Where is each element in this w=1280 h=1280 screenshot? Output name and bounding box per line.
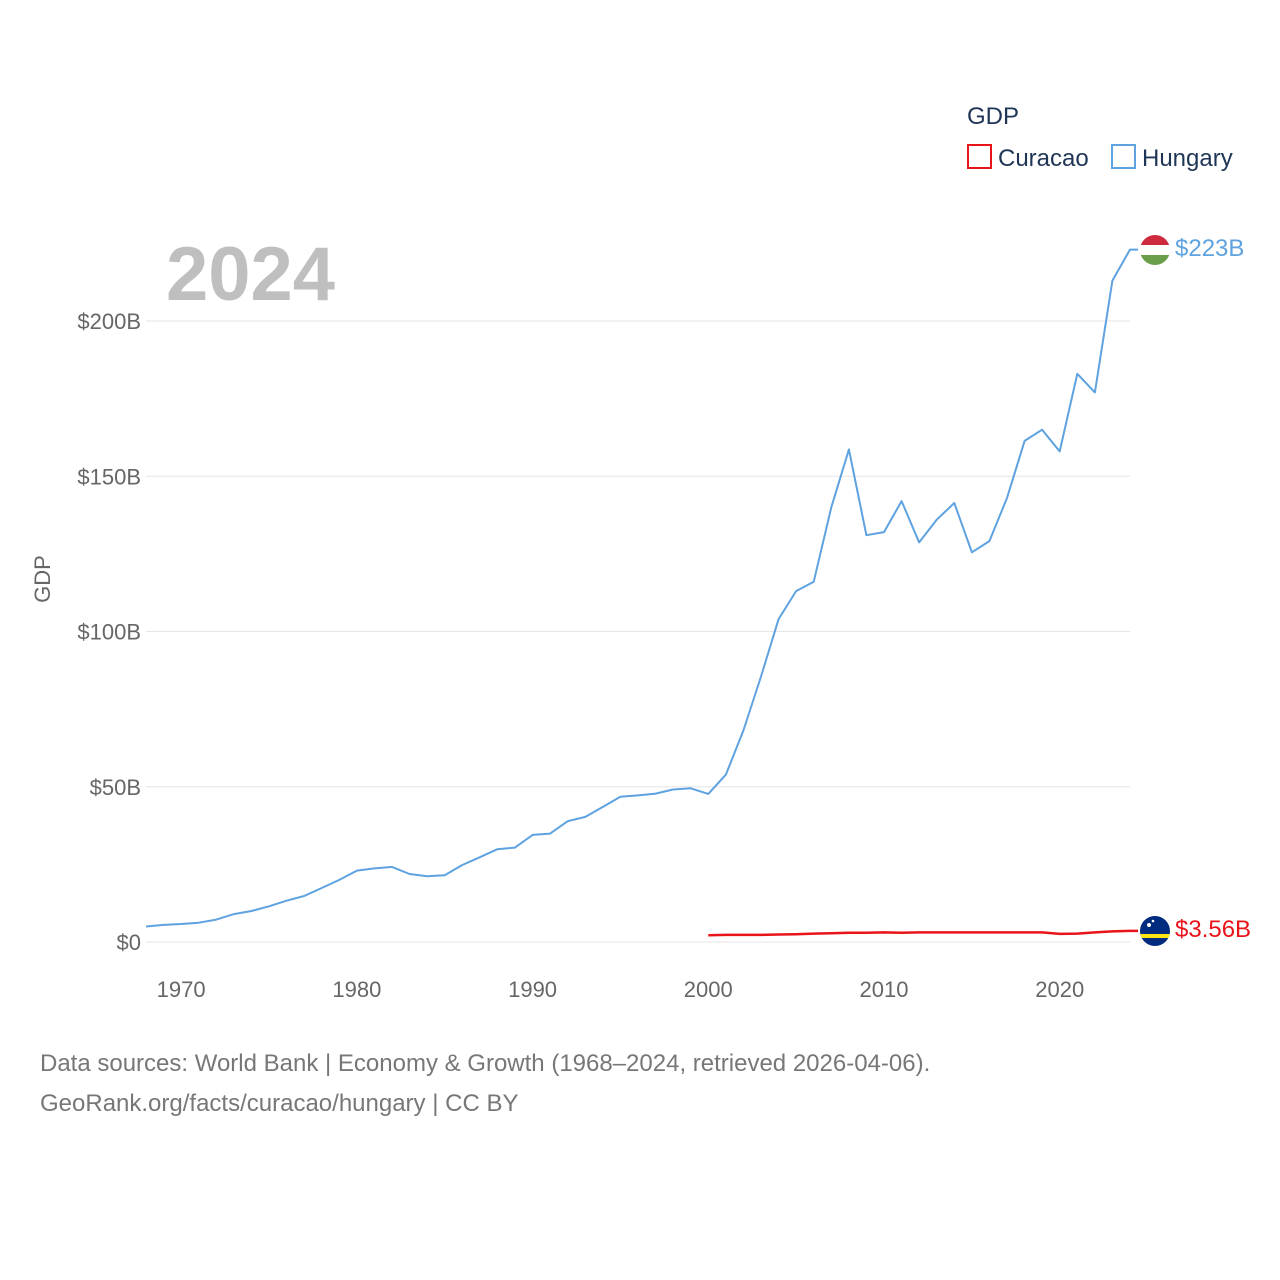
legend-label-hungary: Hungary: [1142, 145, 1233, 172]
legend-title: GDP: [967, 103, 1019, 130]
footer-link[interactable]: GeoRank.org/facts/curacao/hungary | CC B…: [40, 1090, 519, 1117]
y-tick-label: $100B: [77, 620, 141, 645]
hungary-flag: [1140, 235, 1170, 265]
series-line-hungary: [145, 248, 1138, 928]
legend-swatch-curacao: [967, 144, 992, 169]
legend: GDP Curacao Hungary: [967, 103, 1233, 172]
gdp-line-chart: $0 $50B $100B $150B $200B 1970 1980 1990 2000 20…: [30, 103, 1251, 1002]
footer-sources: Data sources: World Bank | Economy & Gro…: [40, 1050, 931, 1077]
y-tick-label: $200B: [77, 309, 141, 334]
series-lines: [145, 248, 1138, 937]
y-axis-title: GDP: [30, 555, 55, 603]
footer: Data sources: World Bank | Economy & Gro…: [40, 1044, 1240, 1124]
hungary-end-label: $223B: [1175, 235, 1244, 262]
legend-item-curacao[interactable]: Curacao: [967, 144, 1089, 172]
curacao-flag: [1140, 916, 1170, 946]
x-tick-label: 2020: [1035, 977, 1084, 1002]
x-tick-label: 2010: [860, 977, 909, 1002]
x-axis-ticks: 1970 1980 1990 2000 2010 2020: [157, 977, 1085, 1002]
y-axis-ticks: $0 $50B $100B $150B $200B: [77, 309, 141, 955]
gridlines: [146, 320, 1130, 943]
curacao-end-label: $3.56B: [1175, 916, 1251, 943]
x-tick-label: 1970: [157, 977, 206, 1002]
y-tick-label: $150B: [77, 464, 141, 489]
x-tick-label: 2000: [684, 977, 733, 1002]
x-tick-label: 1990: [508, 977, 557, 1002]
legend-item-hungary[interactable]: Hungary: [1111, 144, 1233, 172]
legend-label-curacao: Curacao: [998, 145, 1089, 172]
x-tick-label: 1980: [332, 977, 381, 1002]
y-tick-label: $50B: [90, 775, 141, 800]
series-line-curacao: [708, 929, 1138, 937]
year-label: 2024: [166, 232, 335, 317]
y-tick-label: $0: [117, 930, 141, 955]
legend-swatch-hungary: [1111, 144, 1136, 169]
